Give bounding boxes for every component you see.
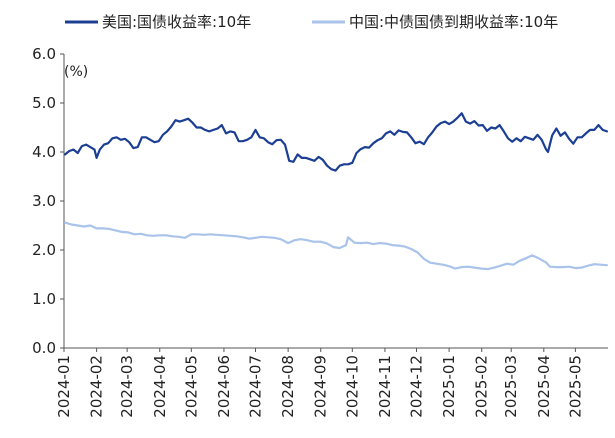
x-tick-label: 2025-01 — [440, 355, 458, 418]
x-tick-label: 2024-08 — [279, 355, 297, 418]
x-tick-label: 2024-07 — [247, 355, 265, 418]
y-axis-unit-label: (%) — [64, 64, 88, 80]
series-layer — [63, 112, 609, 271]
x-tick-label: 2024-06 — [215, 355, 233, 418]
x-tick-label: 2025-05 — [566, 355, 584, 418]
x-tick-label: 2024-12 — [407, 355, 425, 418]
y-tick-label: 3.0 — [32, 192, 56, 210]
y-tick-label: 4.0 — [32, 143, 56, 161]
x-tick-label: 2024-09 — [312, 355, 330, 418]
y-tick-label: 5.0 — [32, 94, 56, 112]
x-tick-label: 2025-04 — [535, 355, 553, 418]
x-tick-label: 2024-10 — [343, 355, 361, 418]
x-tick-label: 2024-04 — [151, 355, 169, 418]
series-line-cn — [63, 221, 609, 271]
legend-label-us: 美国:国债收益率:10年 — [102, 13, 251, 31]
y-tick-label: 6.0 — [32, 45, 56, 63]
legend-label-cn: 中国:中债国债到期收益率:10年 — [349, 13, 558, 31]
legend: 美国:国债收益率:10年 中国:中债国债到期收益率:10年 — [65, 13, 558, 31]
y-axis: 0.0 1.0 2.0 3.0 4.0 5.0 6.0 — [32, 45, 65, 357]
x-tick-label: 2024-01 — [55, 355, 73, 418]
x-tick-label: 2024-11 — [376, 355, 394, 418]
series-line-us — [63, 112, 609, 172]
x-axis: 2024-01 2024-02 2024-03 2024-04 2024-05 2024-… — [55, 347, 608, 418]
x-tick-label: 2025-02 — [473, 355, 491, 418]
y-tick-label: 0.0 — [32, 339, 56, 357]
x-tick-label: 2024-02 — [88, 355, 106, 418]
x-tick-label: 2024-05 — [182, 355, 200, 418]
x-tick-label: 2025-03 — [502, 355, 520, 418]
y-tick-label: 2.0 — [32, 241, 56, 259]
y-tick-label: 1.0 — [32, 290, 56, 308]
x-tick-label: 2024-03 — [118, 355, 136, 418]
